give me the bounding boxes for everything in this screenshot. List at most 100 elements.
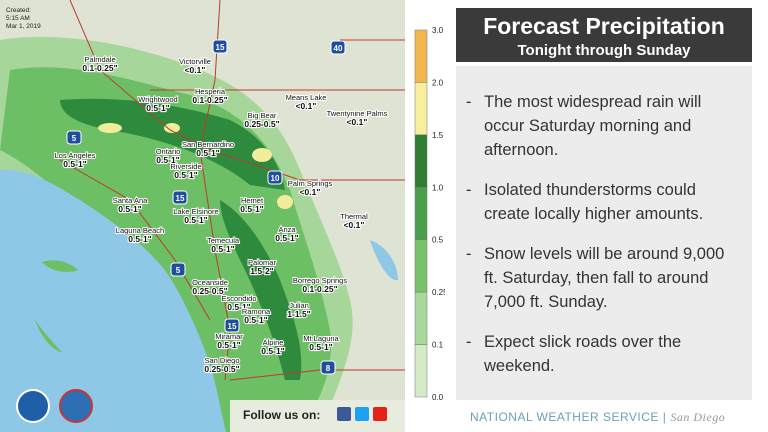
location-amount: <0.1"	[296, 101, 317, 111]
location-name: Victorville	[179, 57, 211, 66]
location-amount: 0.5-1"	[174, 170, 197, 180]
location-name: Ontario	[156, 147, 181, 156]
highway-shield	[170, 262, 186, 277]
bullet: The most widespread rain will occur Satu…	[466, 90, 740, 162]
location-amount: 0.25-0.5"	[244, 119, 279, 129]
location-name: Twentynine Palms	[327, 109, 388, 118]
rain-area	[252, 148, 272, 162]
location-amount: 0.5-1"	[309, 342, 332, 352]
highway-number: 15	[228, 322, 237, 331]
noaa-logo	[16, 389, 50, 423]
separator: |	[662, 410, 667, 424]
legend-label: 0.0	[432, 393, 444, 402]
legend-label: 0.5	[432, 236, 444, 245]
legend-label: 0.25	[432, 288, 445, 297]
location-name: Big Bear	[248, 111, 277, 120]
location-amount: 0.1-0.25"	[192, 95, 227, 105]
bullet: Expect slick roads over the weekend.	[466, 330, 740, 378]
rain-area	[60, 98, 285, 190]
roads	[59, 0, 405, 381]
location-name: Anza	[278, 225, 296, 234]
highway-shield	[330, 40, 346, 55]
location-name: Hesperia	[195, 87, 226, 96]
legend-label: 1.5	[432, 131, 444, 140]
ocean	[0, 169, 226, 432]
location-name: Means Lake	[286, 93, 327, 102]
location-name: Riverside	[170, 162, 201, 171]
location-amount: <0.1"	[185, 65, 206, 75]
location-name: Santa Ana	[113, 196, 148, 205]
location-amount: 0.5-1"	[196, 148, 219, 158]
nws-logo	[59, 389, 93, 423]
location-name: Alpine	[263, 338, 284, 347]
location-amount: 0.25-0.5"	[192, 286, 227, 296]
highway-number: 5	[72, 134, 77, 143]
legend-swatch	[414, 187, 428, 240]
highway-shield	[66, 130, 82, 145]
location-name: Hemet	[241, 196, 264, 205]
location-name: Palmdale	[84, 55, 115, 64]
twitter-icon[interactable]	[355, 407, 369, 421]
legend-label: 1.0	[432, 183, 444, 192]
location-amount: 0.5-1"	[156, 155, 179, 165]
location-name: Los Angeles	[55, 151, 96, 160]
location-amount: 1.5-2"	[250, 266, 273, 276]
legend-swatch	[414, 29, 428, 83]
title: Forecast Precipitation	[483, 13, 725, 39]
bullet: Snow levels will be around 9,000 ft. Sat…	[466, 242, 740, 314]
location-name: Temecula	[207, 236, 240, 245]
header: Forecast Precipitation Tonight through S…	[456, 8, 752, 62]
highway-number: 10	[271, 174, 280, 183]
legend-swatch	[414, 239, 428, 293]
highway-shield	[224, 318, 240, 333]
highway-number: 40	[334, 44, 343, 53]
location-amount: 0.5-1"	[128, 234, 151, 244]
location-amount: 0.5-1"	[184, 215, 207, 225]
location-amount: <0.1"	[300, 187, 321, 197]
location-name: Mt Laguna	[303, 334, 339, 343]
highway-shield	[172, 190, 188, 205]
rain-area	[164, 123, 180, 133]
legend-label: 2.0	[432, 78, 444, 87]
subtitle: Tonight through Sunday	[517, 42, 691, 59]
location-name: Laguna Beach	[116, 226, 164, 235]
location-amount: 0.1-0.25"	[82, 63, 117, 73]
location-amount: 0.25-0.5"	[204, 364, 239, 374]
highway-shield	[212, 39, 228, 54]
legend-label: 0.1	[432, 341, 444, 350]
youtube-icon[interactable]	[373, 407, 387, 421]
created-text: 5:15 AM	[6, 15, 30, 22]
location-amount: 0.5-1"	[146, 103, 169, 113]
location-amount: <0.1"	[347, 117, 368, 127]
follow-text: Follow us on:	[243, 408, 320, 422]
legend-swatch	[414, 344, 428, 398]
location-name: Miramar	[215, 332, 243, 341]
highway-number: 15	[176, 194, 185, 203]
map: Follow us on: 3.02.01.51.00.50.250.10.0I…	[0, 0, 445, 432]
location-name: San Bernardino	[182, 140, 234, 149]
rain-area	[277, 195, 293, 209]
rain-area	[98, 123, 122, 133]
bullet: Isolated thunderstorms could create loca…	[466, 178, 740, 226]
location-name: Oceanside	[192, 278, 228, 287]
highway-number: 8	[326, 364, 331, 373]
location-amount: 0.5-1"	[217, 340, 240, 350]
bullet-list: The most widespread rain will occur Satu…	[456, 66, 752, 378]
legend: 3.02.01.51.00.50.250.10.0Inches	[414, 26, 445, 402]
location-name: Thermal	[340, 212, 368, 221]
location-amount: 1-1.5"	[287, 309, 310, 319]
island	[42, 260, 78, 272]
facebook-icon[interactable]	[337, 407, 351, 421]
location-amount: 0.5-1"	[261, 346, 284, 356]
location-amount: 0.1-0.25"	[302, 284, 337, 294]
location-name: Borrego Springs	[293, 276, 347, 285]
location-amount: <0.1"	[344, 220, 365, 230]
legend-swatch	[414, 82, 428, 136]
location-name: San Diego	[204, 356, 239, 365]
created-text: Mar 1, 2019	[6, 23, 41, 30]
location-name: Lake Elsinore	[173, 207, 218, 216]
legend-label: 3.0	[432, 26, 444, 35]
legend-swatch	[414, 134, 428, 188]
rain-area	[220, 200, 302, 380]
